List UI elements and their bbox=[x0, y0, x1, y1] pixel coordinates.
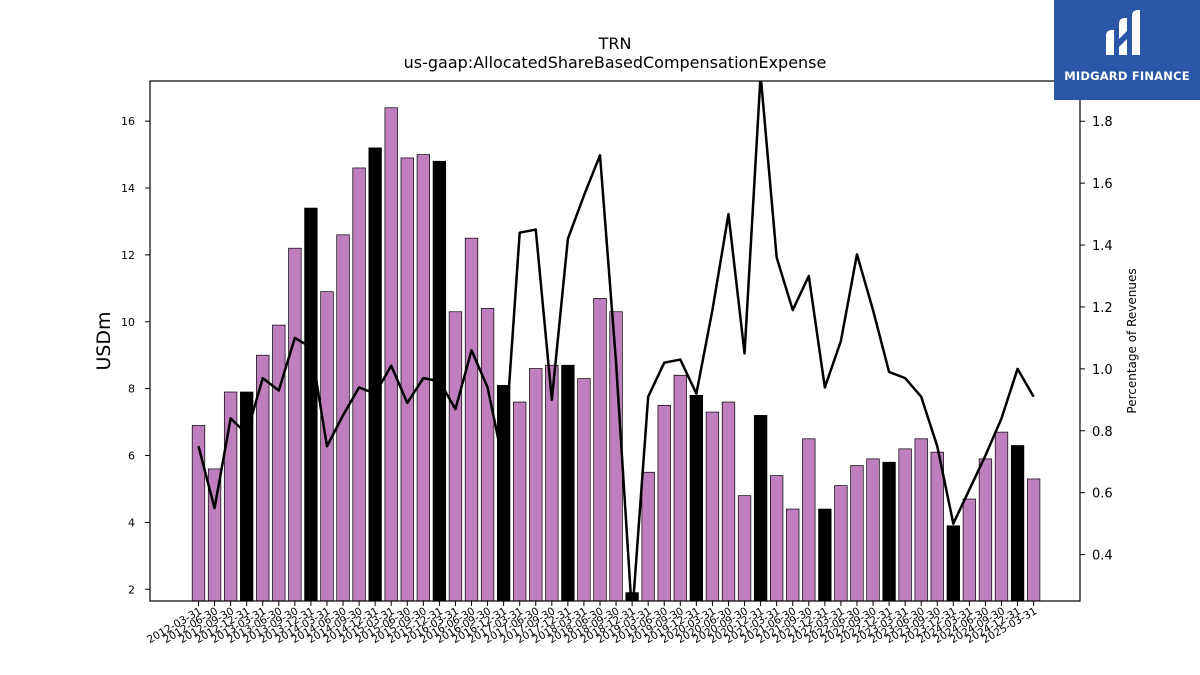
bar-2024-12-31 bbox=[1010, 445, 1025, 602]
bar-2019-06-30 bbox=[657, 405, 671, 602]
bar-2018-03-31 bbox=[577, 378, 591, 602]
bar-2021-03-31 bbox=[770, 475, 784, 602]
bar-2019-12-31 bbox=[689, 394, 704, 602]
bar-2018-06-30 bbox=[593, 298, 607, 602]
plot-frame bbox=[149, 80, 1081, 602]
bar-2019-03-31 bbox=[641, 471, 655, 602]
y2-tick-label: 0.6 bbox=[1092, 487, 1113, 502]
chart-subtitle: us-gaap:AllocatedShareBasedCompensationE… bbox=[404, 53, 827, 72]
bar-2020-06-30 bbox=[721, 401, 736, 602]
bar-2012-12-31 bbox=[240, 391, 254, 602]
bar-2020-12-31 bbox=[753, 415, 768, 602]
y2-tick-label: 1.2 bbox=[1092, 301, 1113, 316]
bar-2022-12-31 bbox=[882, 461, 896, 602]
y2-axis-label: Percentage of Revenues bbox=[1125, 268, 1139, 413]
bar-2016-09-30 bbox=[480, 308, 495, 602]
bar-2024-09-30 bbox=[994, 431, 1009, 602]
bar-2022-03-31 bbox=[834, 485, 848, 602]
y2-tick-label: 0.8 bbox=[1092, 425, 1113, 440]
bar-2015-03-31 bbox=[384, 107, 398, 602]
bar-2023-06-30 bbox=[914, 438, 928, 602]
bar-2020-03-31 bbox=[705, 411, 720, 602]
bar-2016-03-31 bbox=[448, 311, 463, 602]
brand-name: MIDGARD FINANCE bbox=[1064, 69, 1190, 83]
bars-group bbox=[191, 107, 1041, 602]
bar-2022-06-30 bbox=[850, 465, 864, 602]
bar-2021-06-30 bbox=[786, 508, 800, 602]
bar-2012-03-31 bbox=[191, 425, 206, 602]
y-tick-label: 14 bbox=[121, 182, 135, 195]
bar-2023-09-30 bbox=[930, 451, 944, 602]
bar-2017-06-30 bbox=[529, 368, 543, 602]
y2-tick-label: 1.4 bbox=[1092, 239, 1113, 254]
bar-2017-12-31 bbox=[561, 364, 575, 602]
bar-2022-09-30 bbox=[866, 458, 880, 602]
y2-tick-label: 1.8 bbox=[1092, 115, 1113, 130]
bar-2021-12-31 bbox=[818, 508, 832, 602]
y-tick-label: 10 bbox=[121, 316, 135, 329]
bar-2019-09-30 bbox=[673, 374, 687, 602]
y2-tick-label: 1.0 bbox=[1092, 363, 1113, 378]
y-axis-label: USDm bbox=[93, 311, 115, 370]
y-tick-label: 12 bbox=[121, 249, 135, 262]
bar-2015-06-30 bbox=[400, 157, 414, 602]
line-group bbox=[197, 81, 1035, 601]
bar-2013-09-30 bbox=[288, 247, 302, 602]
bar-2017-03-31 bbox=[513, 401, 527, 602]
brand-mark-icon bbox=[1106, 10, 1140, 55]
bar-2020-09-30 bbox=[737, 495, 752, 602]
percentage-line bbox=[197, 81, 1035, 601]
y-tick-label: 2 bbox=[128, 583, 135, 596]
y-tick-label: 16 bbox=[121, 115, 135, 128]
brand-logo: MIDGARD FINANCE bbox=[1054, 0, 1200, 100]
bar-2021-09-30 bbox=[802, 438, 816, 602]
y2-tick-label: 1.6 bbox=[1092, 177, 1113, 192]
bar-2013-12-31 bbox=[304, 207, 318, 602]
bar-2024-06-30 bbox=[978, 458, 993, 602]
bar-2014-09-30 bbox=[352, 167, 366, 602]
bar-2025-03-31 bbox=[1026, 478, 1041, 602]
bar-2013-06-30 bbox=[272, 324, 286, 602]
chart-title: TRN bbox=[598, 34, 632, 53]
bar-2016-06-30 bbox=[464, 237, 479, 602]
bar-2014-12-31 bbox=[368, 147, 382, 602]
y-tick-label: 6 bbox=[128, 450, 135, 463]
axes-group: 2468101214160.40.60.81.01.21.41.61.82012… bbox=[121, 115, 1113, 646]
bar-2024-03-31 bbox=[962, 498, 977, 602]
bar-2023-03-31 bbox=[898, 448, 912, 602]
bar-2023-12-31 bbox=[946, 525, 960, 602]
y-tick-label: 8 bbox=[128, 383, 135, 396]
y-tick-label: 4 bbox=[128, 516, 135, 529]
y2-tick-label: 0.4 bbox=[1092, 549, 1113, 564]
